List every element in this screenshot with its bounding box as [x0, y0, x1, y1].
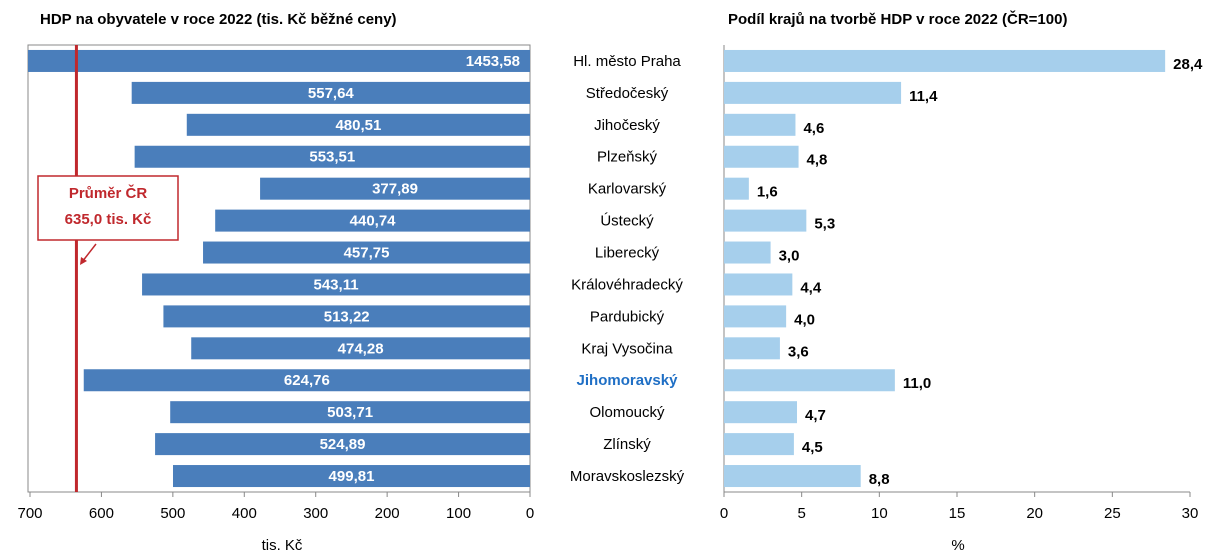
bar — [724, 113, 796, 136]
left-x-label: tis. Kč — [262, 537, 303, 554]
value-label: 4,5 — [802, 439, 823, 456]
category-label: Pardubický — [590, 308, 665, 325]
value-label: 480,51 — [335, 117, 381, 134]
value-label: 3,0 — [779, 248, 800, 265]
bar — [724, 369, 895, 392]
bar — [28, 49, 530, 72]
value-label: 4,4 — [800, 279, 822, 296]
bar — [155, 433, 530, 456]
x-tick-label: 400 — [232, 505, 257, 522]
value-label: 474,28 — [338, 340, 384, 357]
value-label: 503,71 — [327, 404, 373, 421]
value-label: 5,3 — [814, 216, 835, 233]
left-title: HDP na obyvatele v roce 2022 (tis. Kč bě… — [40, 11, 397, 28]
value-label: 1,6 — [757, 184, 778, 201]
category-label: Kraj Vysočina — [581, 340, 673, 357]
x-tick-label: 10 — [871, 505, 888, 522]
bar — [724, 433, 794, 456]
value-label: 11,0 — [903, 375, 931, 392]
annotation: Průměr ČR — [69, 184, 148, 202]
category-label: Zlínský — [603, 436, 651, 453]
value-label: 4,7 — [805, 407, 826, 424]
bar — [186, 113, 530, 136]
annotation-arrow — [81, 243, 97, 263]
annotation: 635,0 tis. Kč — [65, 211, 152, 228]
category-label: Karlovarský — [588, 181, 667, 198]
bar — [724, 209, 807, 232]
x-tick-label: 25 — [1104, 505, 1121, 522]
x-tick-label: 700 — [17, 505, 42, 522]
bar — [203, 241, 530, 264]
left-frame — [27, 44, 531, 493]
value-label: 524,89 — [320, 436, 366, 453]
bar — [191, 337, 530, 360]
x-tick-label: 20 — [1026, 505, 1043, 522]
bar — [170, 401, 530, 424]
x-tick-label: 15 — [949, 505, 966, 522]
bar — [724, 273, 793, 296]
category-label: Jihočeský — [594, 117, 660, 134]
value-label: 543,11 — [314, 276, 359, 293]
x-tick-label: 600 — [89, 505, 114, 522]
bar — [131, 81, 530, 104]
value-label: 1453,58 — [466, 53, 520, 70]
bar — [172, 465, 530, 488]
bar — [134, 145, 530, 168]
x-tick-label: 0 — [720, 505, 728, 522]
value-label: 8,8 — [869, 471, 890, 488]
category-label: Středočeský — [586, 85, 669, 102]
annotation-arrowhead — [80, 257, 87, 265]
right-title: Podíl krajů na tvorbě HDP v roce 2022 (Č… — [728, 10, 1067, 28]
x-tick-label: 30 — [1182, 505, 1199, 522]
category-label: Plzeňský — [597, 149, 658, 166]
bar — [83, 369, 530, 392]
category-label: Hl. město Praha — [573, 53, 681, 70]
value-label: 377,89 — [372, 181, 418, 198]
x-tick-label: 300 — [303, 505, 328, 522]
bar — [724, 49, 1166, 72]
right-x-label: % — [951, 537, 964, 554]
bar — [724, 337, 780, 360]
x-tick-label: 0 — [526, 505, 534, 522]
bar — [724, 145, 799, 168]
x-tick-label: 5 — [797, 505, 805, 522]
value-label: 513,22 — [324, 308, 370, 325]
value-label: 553,51 — [309, 149, 355, 166]
value-label: 457,75 — [344, 245, 390, 262]
bar — [215, 209, 530, 232]
value-label: 3,6 — [788, 343, 809, 360]
bar — [724, 305, 787, 328]
bar — [724, 177, 749, 200]
bar — [142, 273, 530, 296]
bar — [724, 81, 902, 104]
bar — [724, 241, 771, 264]
category-label: Liberecký — [595, 245, 660, 262]
value-label: 4,0 — [794, 311, 815, 328]
bar — [163, 305, 530, 328]
category-label: Olomoucký — [589, 404, 665, 421]
value-label: 28,4 — [1173, 56, 1203, 73]
bar — [724, 465, 861, 488]
value-label: 624,76 — [284, 372, 330, 389]
bar — [724, 401, 798, 424]
x-tick-label: 200 — [375, 505, 400, 522]
category-label: Jihomoravský — [577, 372, 679, 389]
value-label: 4,6 — [803, 120, 824, 137]
x-tick-label: 500 — [160, 505, 185, 522]
value-label: 440,74 — [350, 213, 397, 230]
category-label: Ústecký — [600, 213, 654, 230]
bar — [260, 177, 530, 200]
x-tick-label: 100 — [446, 505, 471, 522]
value-label: 557,64 — [308, 85, 355, 102]
value-label: 4,8 — [807, 152, 828, 169]
category-label: Moravskoslezský — [570, 468, 685, 485]
annotation-box — [37, 175, 179, 241]
value-label: 499,81 — [329, 468, 375, 485]
value-label: 11,4 — [909, 88, 938, 105]
category-label: Královéhradecký — [571, 276, 683, 293]
